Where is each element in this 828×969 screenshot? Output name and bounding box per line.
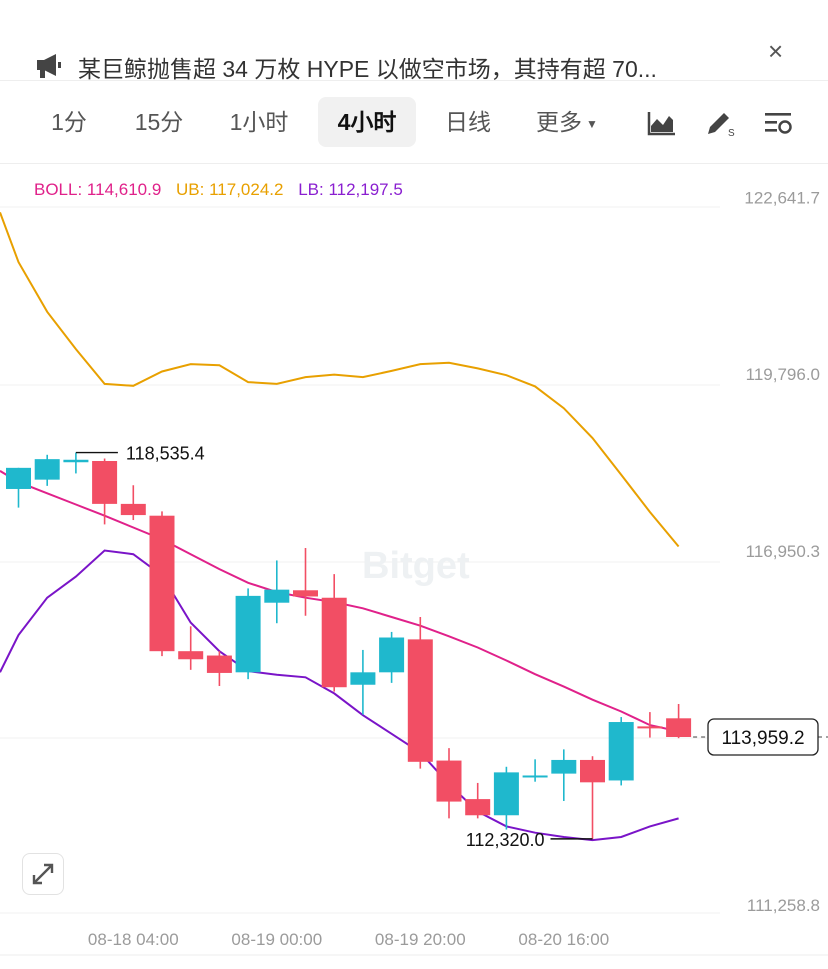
close-icon[interactable]: ×: [768, 36, 784, 66]
chart-type-icon[interactable]: [646, 108, 678, 138]
candle-body-up: [551, 759, 577, 774]
tab-more[interactable]: 更多 ▼: [524, 97, 610, 147]
candle-body-up: [6, 467, 31, 489]
tab-daily[interactable]: 日线: [432, 97, 504, 147]
draw-tool-icon[interactable]: S: [704, 108, 736, 138]
lb-value: LB: 112,197.5: [298, 180, 403, 199]
candle-body-up: [608, 722, 634, 781]
tab-label: 日线: [445, 109, 491, 135]
y-tick-label: 122,641.7: [744, 188, 820, 207]
notice-text[interactable]: 某巨鲸抛售超 34 万枚 HYPE 以做空市场，其持有超 70...: [78, 56, 657, 82]
candlestick-chart[interactable]: Bitget 122,641.7 119,796.0 116,950.3 111,258…: [0, 164, 828, 969]
candle-body-down: [407, 639, 433, 762]
candle-body-down: [321, 597, 347, 688]
boll-upper-line: [0, 212, 680, 548]
tab-label: 更多: [536, 109, 583, 135]
ub-value: UB: 117,024.2: [176, 180, 284, 199]
candle-body-up: [522, 775, 548, 778]
tab-label: 1小时: [229, 109, 289, 135]
tab-1min[interactable]: 1分: [36, 97, 102, 147]
notice-bar[interactable]: 某巨鲸抛售超 34 万枚 HYPE 以做空市场，其持有超 70... ×: [0, 0, 828, 84]
boll-legend: BOLL: 114,610.9 UB: 117,024.2 LB: 112,19…: [34, 180, 413, 200]
max-price-label: 118,535.4: [126, 444, 205, 464]
candle-body-up: [493, 772, 519, 816]
candle-body-up: [379, 637, 405, 673]
expand-button[interactable]: [22, 853, 64, 895]
tab-4hour[interactable]: 4小时: [318, 97, 416, 147]
candle-body-down: [293, 590, 318, 597]
x-tick-label: 08-19 00:00: [231, 930, 322, 949]
indicator-settings-icon[interactable]: [762, 108, 794, 138]
tab-label: 4小时: [337, 109, 397, 135]
current-price-label: 113,959.2: [721, 728, 804, 749]
y-tick-label: 116,950.3: [746, 542, 820, 561]
candle-body-up: [235, 595, 261, 673]
min-price-label: 112,320.0: [466, 830, 545, 850]
x-tick-label: 08-20 16:00: [518, 930, 609, 949]
candle-body-up: [350, 672, 376, 685]
candle-body-down: [92, 461, 118, 504]
candle-body-down: [178, 651, 204, 660]
candle-body-down: [637, 726, 663, 729]
svg-text:S: S: [728, 128, 735, 138]
x-tick-label: 08-18 04:00: [88, 930, 179, 949]
tab-label: 1分: [51, 109, 87, 135]
y-tick-label: 111,258.8: [747, 896, 820, 915]
boll-value: BOLL: 114,610.9: [34, 180, 162, 199]
candle-body-down: [436, 760, 462, 802]
caret-down-icon: ▼: [586, 116, 598, 131]
candle-body-down: [206, 655, 232, 673]
candle-body-down: [580, 759, 605, 783]
current-price-badge: [707, 718, 819, 756]
expand-icon: [32, 863, 54, 885]
tab-label: 15分: [134, 109, 184, 135]
boll-lower-line: [0, 549, 679, 842]
candle-body-down: [465, 799, 491, 816]
candle-body-down: [666, 718, 692, 737]
candle-body-up: [63, 459, 89, 463]
y-tick-label: 119,796.0: [746, 365, 820, 384]
watermark-text: Bitget: [362, 545, 470, 587]
tab-15min[interactable]: 15分: [122, 97, 196, 147]
tab-1hour[interactable]: 1小时: [216, 97, 302, 147]
divider: [0, 163, 828, 164]
megaphone-icon: [37, 54, 61, 78]
candle-body-up: [264, 589, 290, 603]
divider: [0, 80, 828, 81]
timeframe-tabs: 1分 15分 1小时 4小时 日线 更多 ▼ S: [0, 92, 828, 154]
candle-body-down: [120, 503, 146, 516]
candle-body-down: [149, 515, 175, 652]
x-tick-label: 08-19 20:00: [375, 930, 466, 949]
candle-body-up: [34, 459, 60, 480]
